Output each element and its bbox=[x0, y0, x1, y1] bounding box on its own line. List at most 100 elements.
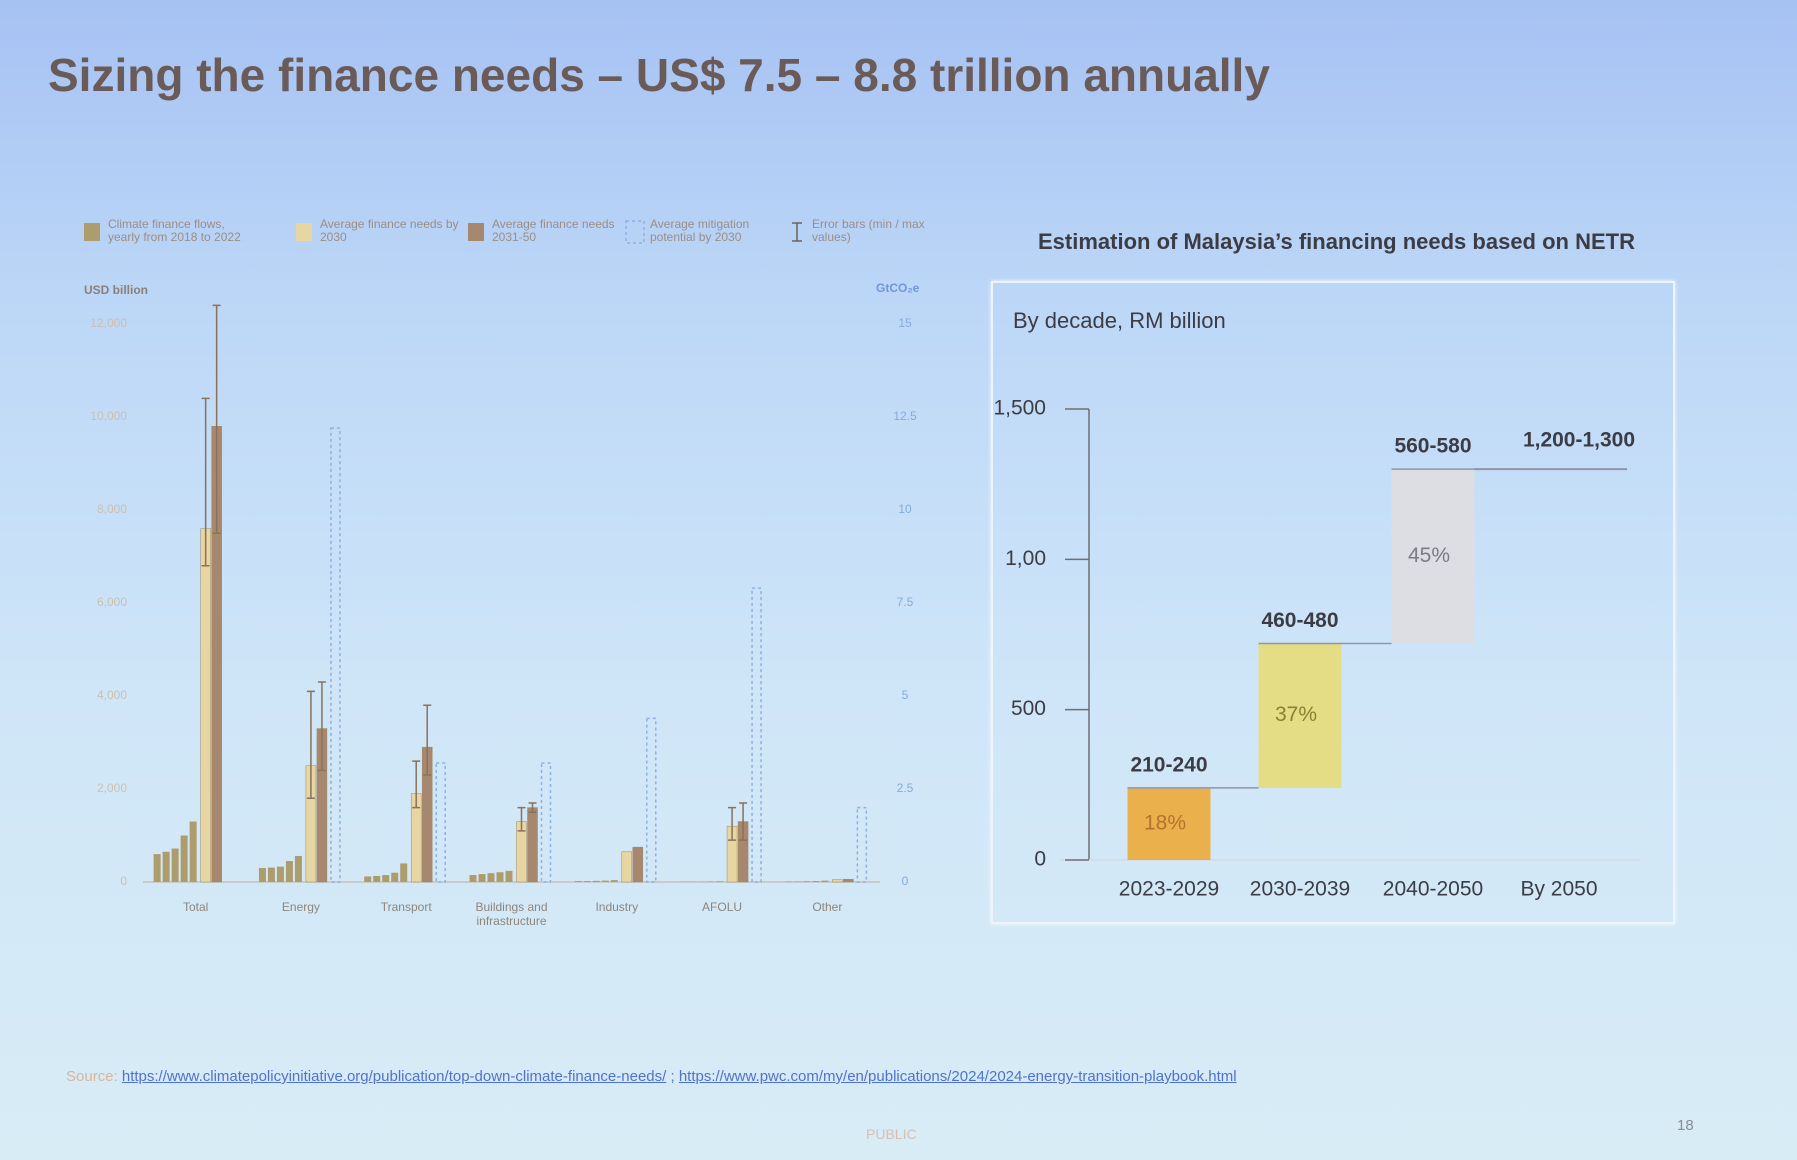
value-label: 210-240 bbox=[1130, 753, 1207, 776]
bar bbox=[821, 880, 829, 882]
source-link[interactable]: https://www.climatepolicyinitiative.org/… bbox=[121, 1068, 667, 1085]
bar bbox=[171, 848, 179, 882]
bar bbox=[364, 876, 372, 882]
bar bbox=[601, 880, 609, 882]
bar bbox=[574, 881, 582, 882]
x-tick-label: AFOLU bbox=[702, 900, 743, 914]
mitigation-box bbox=[646, 717, 657, 883]
value-label: 560-580 bbox=[1394, 435, 1471, 458]
y-tick-label: 4,000 bbox=[97, 688, 127, 702]
y2-tick-label: 7.5 bbox=[897, 595, 914, 609]
x-tick-label: Total bbox=[182, 900, 209, 914]
y-tick-label: 12,000 bbox=[90, 316, 127, 330]
y2-tick-label: 12.5 bbox=[893, 409, 917, 423]
y-tick-label: 500 bbox=[1011, 697, 1046, 720]
share-label: 18% bbox=[1144, 811, 1186, 834]
legend-swatch bbox=[84, 223, 100, 241]
y-tick-label: 0 bbox=[1034, 848, 1046, 871]
x-tick-label: 2030-2039 bbox=[1250, 878, 1350, 901]
classification: PUBLIC bbox=[866, 1126, 917, 1142]
bar bbox=[632, 846, 644, 883]
y-tick-label: 1,00 bbox=[1005, 547, 1046, 570]
error-bar bbox=[412, 760, 421, 809]
y2-tick-label: 5 bbox=[902, 688, 909, 702]
x-tick-label: Other bbox=[812, 900, 843, 914]
bar bbox=[200, 528, 211, 883]
y-tick-label: 10,000 bbox=[90, 409, 127, 423]
bar bbox=[832, 879, 843, 883]
bar bbox=[294, 855, 302, 882]
x-tick-label: 2023-2029 bbox=[1119, 878, 1219, 901]
x-tick-label: 2040-2050 bbox=[1383, 878, 1483, 901]
x-tick-label: Buildings and infrastructure bbox=[475, 900, 548, 928]
y-tick-label: 6,000 bbox=[97, 595, 127, 609]
error-bar bbox=[212, 304, 221, 534]
y-tick-label: 1,500 bbox=[993, 397, 1046, 420]
bar bbox=[400, 863, 408, 882]
bar bbox=[267, 867, 275, 882]
bar bbox=[373, 875, 381, 882]
bar bbox=[583, 881, 591, 882]
value-label: 1,200-1,300 bbox=[1523, 429, 1635, 452]
y-tick-label: 2,000 bbox=[97, 781, 127, 795]
bar bbox=[527, 807, 538, 883]
x-tick-label: Energy bbox=[281, 900, 320, 914]
bar bbox=[469, 875, 477, 882]
y2-tick-label: 10 bbox=[898, 502, 912, 516]
bar bbox=[285, 861, 293, 882]
bar bbox=[803, 881, 811, 882]
mitigation-box bbox=[435, 762, 446, 883]
source-label: Source: bbox=[66, 1068, 118, 1085]
slide-title: Sizing the finance needs – US$ 7.5 – 8.8… bbox=[48, 49, 1270, 101]
y2-axis-label: GtCO₂e bbox=[876, 281, 920, 295]
legend-text: Average finance needs 2031-50 bbox=[492, 217, 615, 244]
x-tick-label: Industry bbox=[595, 900, 639, 914]
bar bbox=[621, 851, 633, 883]
legend-text: Average finance needs by 2030 bbox=[320, 217, 459, 244]
bar bbox=[1391, 469, 1475, 644]
source-separator: ; bbox=[670, 1068, 675, 1085]
x-tick-label: By 2050 bbox=[1520, 878, 1597, 901]
bar bbox=[258, 868, 266, 882]
y2-tick-label: 15 bbox=[898, 316, 912, 330]
y2-tick-label: 2.5 bbox=[897, 781, 914, 795]
bar bbox=[180, 835, 188, 882]
chart-subtitle: By decade, RM billion bbox=[1013, 308, 1226, 333]
legend-swatch bbox=[296, 223, 312, 241]
error-bar bbox=[528, 802, 537, 813]
share-label: 45% bbox=[1408, 544, 1450, 567]
bar bbox=[610, 880, 618, 882]
bar bbox=[812, 881, 820, 882]
source-link[interactable]: https://www.pwc.com/my/en/publications/2… bbox=[678, 1068, 1237, 1085]
bar bbox=[505, 870, 513, 882]
bar bbox=[496, 872, 504, 882]
bar bbox=[276, 866, 284, 882]
bar bbox=[478, 874, 486, 882]
chart-frame bbox=[991, 281, 1675, 924]
error-bar bbox=[517, 806, 526, 832]
bar bbox=[1258, 643, 1342, 788]
chart-title: Estimation of Malaysia’s financing needs… bbox=[1038, 229, 1635, 254]
mitigation-box bbox=[751, 587, 762, 883]
error-bar bbox=[739, 802, 748, 841]
mitigation-box bbox=[330, 427, 341, 883]
bar bbox=[162, 851, 170, 882]
legend-swatch bbox=[468, 223, 484, 241]
bar bbox=[391, 872, 399, 882]
error-bar bbox=[728, 806, 737, 841]
error-bar bbox=[306, 690, 315, 800]
x-tick-label: Transport bbox=[380, 900, 432, 914]
legend-error-icon bbox=[792, 222, 802, 242]
bar bbox=[487, 873, 495, 882]
share-label: 37% bbox=[1275, 703, 1317, 726]
mitigation-box bbox=[540, 762, 552, 883]
bar bbox=[153, 854, 161, 882]
y-axis-label: USD billion bbox=[84, 283, 148, 297]
y-tick-label: 8,000 bbox=[97, 502, 127, 516]
value-label: 460-480 bbox=[1261, 609, 1338, 632]
bar bbox=[843, 878, 854, 883]
legend-text: Average mitigation potential by 2030 bbox=[650, 217, 750, 244]
y2-tick-label: 0 bbox=[902, 874, 909, 888]
error-bar bbox=[317, 681, 326, 772]
